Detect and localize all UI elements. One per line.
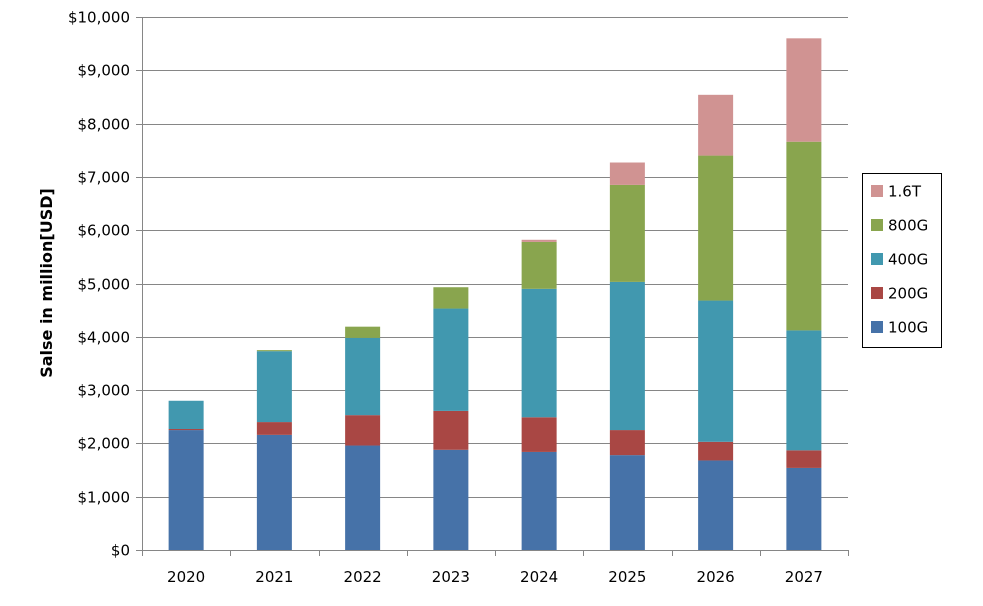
- x-tick-label: 2026: [697, 568, 735, 586]
- y-tick-label: $9,000: [78, 62, 131, 80]
- bar-segment-800g-2025: [609, 184, 645, 282]
- y-axis-label: Salse in million[USD]: [37, 188, 56, 378]
- bar-segment-200g-2025: [609, 430, 645, 456]
- bar-segment-100g-2020: [168, 430, 204, 550]
- bar-segment-400g-2021: [256, 351, 292, 423]
- x-tick-label: 2020: [167, 568, 205, 586]
- bar-segment-400g-2027: [786, 330, 822, 451]
- bar-segment-100g-2025: [609, 455, 645, 550]
- bar-segment-1-6t-2027: [786, 38, 822, 142]
- bar-segment-100g-2024: [521, 451, 557, 550]
- y-tick-label: $1,000: [78, 489, 131, 507]
- x-tick-label: 2027: [785, 568, 823, 586]
- x-tick-label: 2023: [432, 568, 470, 586]
- bar-segment-800g-2023: [433, 287, 469, 309]
- bar-segment-100g-2021: [256, 434, 292, 550]
- bar-segment-800g-2026: [698, 155, 734, 301]
- bar-segment-1-6t-2025: [609, 162, 645, 185]
- bar-segment-400g-2020: [168, 400, 204, 430]
- bar-segment-200g-2021: [256, 422, 292, 435]
- bar-segment-800g-2022: [345, 326, 381, 338]
- bar-segment-400g-2023: [433, 308, 469, 411]
- bar-segment-200g-2023: [433, 410, 469, 450]
- bar-segment-800g-2021: [256, 350, 292, 352]
- bar-segment-800g-2027: [786, 141, 822, 331]
- axes: [136, 17, 849, 556]
- y-tick-label: $10,000: [68, 9, 130, 27]
- bar-segment-1-6t-2026: [698, 94, 734, 156]
- bar-segment-400g-2022: [345, 337, 381, 416]
- x-tick-label: 2022: [344, 568, 382, 586]
- x-tick-label: 2024: [520, 568, 558, 586]
- legend-label: 800G: [888, 217, 928, 235]
- legend-label: 200G: [888, 285, 928, 303]
- y-tick-label: $7,000: [78, 169, 131, 187]
- legend: 1.6T 800G 400G 200G 100G: [862, 173, 942, 348]
- bar-segment-100g-2027: [786, 467, 822, 550]
- legend-swatch: [871, 219, 883, 231]
- bar-segment-1-6t-2024: [521, 239, 557, 242]
- legend-swatch: [871, 185, 883, 197]
- y-tick-label: $4,000: [78, 329, 131, 347]
- bar-segment-200g-2027: [786, 450, 822, 468]
- bar-segment-800g-2024: [521, 241, 557, 289]
- legend-label: 400G: [888, 251, 928, 269]
- x-tick-label: 2025: [608, 568, 646, 586]
- bar-segment-200g-2020: [168, 429, 204, 431]
- legend-label: 1.6T: [888, 183, 922, 201]
- legend-swatch: [871, 321, 883, 333]
- x-tick-label: 2021: [255, 568, 293, 586]
- gridlines: [142, 17, 848, 498]
- bar-segment-100g-2023: [433, 449, 469, 550]
- bar-segment-100g-2026: [698, 460, 734, 550]
- bar-segment-400g-2025: [609, 281, 645, 431]
- bar-segment-200g-2026: [698, 441, 734, 461]
- bar-segment-200g-2024: [521, 417, 557, 452]
- legend-label: 100G: [888, 319, 928, 337]
- y-tick-label: $5,000: [78, 276, 131, 294]
- y-tick-label: $3,000: [78, 382, 131, 400]
- bar-segment-400g-2026: [698, 300, 734, 442]
- y-tick-label: $0: [111, 542, 130, 560]
- legend-swatch: [871, 287, 883, 299]
- bars: [168, 38, 822, 550]
- bar-segment-400g-2024: [521, 288, 557, 418]
- y-tick-label: $6,000: [78, 222, 131, 240]
- legend-swatch: [871, 253, 883, 265]
- y-tick-label: $2,000: [78, 435, 131, 453]
- bar-segment-100g-2022: [345, 445, 381, 550]
- bar-segment-200g-2022: [345, 415, 381, 446]
- y-tick-label: $8,000: [78, 116, 131, 134]
- tick-labels: $0 $1,000 $2,000 $3,000 $4,000 $5,000 $6,000 $7…: [68, 9, 823, 587]
